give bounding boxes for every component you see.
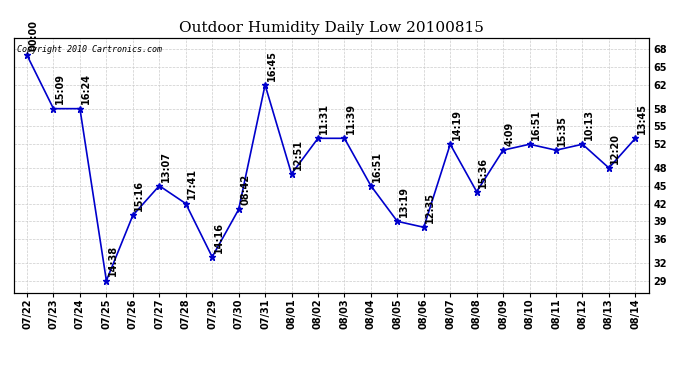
Text: 4:09: 4:09 <box>504 122 515 146</box>
Text: 16:51: 16:51 <box>531 109 541 140</box>
Text: 15:36: 15:36 <box>478 156 488 188</box>
Text: 15:35: 15:35 <box>558 115 567 146</box>
Text: 15:09: 15:09 <box>55 74 65 105</box>
Text: 14:16: 14:16 <box>214 222 224 253</box>
Text: 10:13: 10:13 <box>584 109 594 140</box>
Text: 13:19: 13:19 <box>399 186 408 217</box>
Text: 08:42: 08:42 <box>240 174 250 205</box>
Text: 16:51: 16:51 <box>373 151 382 182</box>
Text: 14:19: 14:19 <box>452 109 462 140</box>
Text: 14:38: 14:38 <box>108 245 118 276</box>
Text: 12:51: 12:51 <box>293 139 303 170</box>
Text: 16:45: 16:45 <box>266 50 277 81</box>
Text: 15:16: 15:16 <box>135 180 144 211</box>
Text: Copyright 2010 Cartronics.com: Copyright 2010 Cartronics.com <box>17 45 162 54</box>
Title: Outdoor Humidity Daily Low 20100815: Outdoor Humidity Daily Low 20100815 <box>179 21 484 35</box>
Text: 17:41: 17:41 <box>187 168 197 200</box>
Text: 11:31: 11:31 <box>319 103 329 134</box>
Text: 00:00: 00:00 <box>28 20 39 51</box>
Text: 11:39: 11:39 <box>346 103 356 134</box>
Text: 13:45: 13:45 <box>637 103 647 134</box>
Text: 12:35: 12:35 <box>425 192 435 223</box>
Text: 12:20: 12:20 <box>611 133 620 164</box>
Text: 13:07: 13:07 <box>161 151 170 182</box>
Text: 16:24: 16:24 <box>81 74 91 105</box>
